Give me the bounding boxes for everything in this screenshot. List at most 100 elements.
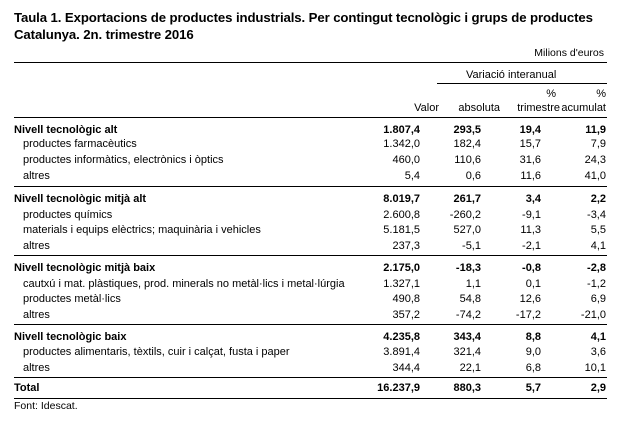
- table-row: productes farmacèutics 1.342,0 182,4 15,…: [14, 138, 607, 151]
- cell-acumulat: -2,8: [587, 262, 606, 274]
- title-line-2: Catalunya. 2n. trimestre 2016: [14, 27, 194, 42]
- group-divider: [14, 186, 607, 187]
- row-label: altres: [23, 362, 50, 374]
- cell-absoluta: 110,6: [454, 154, 481, 166]
- cell-acumulat: 7,9: [590, 138, 606, 150]
- row-label: productes informàtics, electrònics i òpt…: [23, 154, 224, 166]
- header-rule: [14, 117, 607, 118]
- cell-trimestre: 3,4: [525, 193, 541, 205]
- cell-trimestre: 8,8: [525, 331, 541, 343]
- cell-trimestre: -9,1: [522, 209, 541, 221]
- cell-acumulat: 24,3: [584, 154, 606, 166]
- table-row: altres 5,4 0,6 11,6 41,0: [14, 170, 607, 183]
- group-row-mitja-baix: Nivell tecnològic mitjà baix 2.175,0 -18…: [14, 262, 607, 275]
- cell-absoluta: 343,4: [453, 331, 481, 343]
- cell-valor: 344,4: [392, 362, 420, 374]
- row-label: materials i equips elèctrics; maquinària…: [23, 224, 261, 236]
- group-row-alt: Nivell tecnològic alt 1.807,4 293,5 19,4…: [14, 124, 607, 137]
- group-divider: [14, 255, 607, 256]
- cell-acumulat: 5,5: [590, 224, 606, 236]
- header-acumulat: acumulat: [561, 102, 606, 114]
- cell-trimestre: 11,6: [520, 170, 541, 182]
- units-label: Milions d'euros: [534, 47, 604, 59]
- cell-absoluta: -260,2: [449, 209, 481, 221]
- row-label: altres: [23, 309, 50, 321]
- header-absoluta: absoluta: [458, 102, 500, 114]
- group-label: Nivell tecnològic baix: [14, 331, 127, 343]
- cell-valor: 1.342,0: [383, 138, 420, 150]
- cell-absoluta: 880,3: [453, 382, 481, 394]
- table-row: altres 237,3 -5,1 -2,1 4,1: [14, 240, 607, 253]
- cell-acumulat: 41,0: [584, 170, 606, 182]
- cell-absoluta: -74,2: [455, 309, 481, 321]
- table-row: altres 344,4 22,1 6,8 10,1: [14, 362, 607, 375]
- table-row: altres 357,2 -74,2 -17,2 -21,0: [14, 309, 607, 322]
- group-label: Nivell tecnològic mitjà baix: [14, 262, 156, 274]
- cell-absoluta: 527,0: [453, 224, 481, 236]
- cell-absoluta: 261,7: [453, 193, 481, 205]
- row-label: productes metàl·lics: [23, 293, 121, 305]
- total-row: Total 16.237,9 880,3 5,7 2,9: [14, 382, 607, 395]
- cell-trimestre: 5,7: [525, 382, 541, 394]
- row-label: altres: [23, 240, 50, 252]
- header-variation-group: Variació interanual: [466, 69, 557, 81]
- table-row: productes metàl·lics 490,8 54,8 12,6 6,9: [14, 293, 607, 306]
- cell-trimestre: 19,4: [519, 124, 541, 136]
- group-row-mitja-alt: Nivell tecnològic mitjà alt 8.019,7 261,…: [14, 193, 607, 206]
- group-row-baix: Nivell tecnològic baix 4.235,8 343,4 8,8…: [14, 331, 607, 344]
- cell-absoluta: 321,4: [453, 346, 481, 358]
- cell-valor: 490,8: [392, 293, 420, 305]
- cell-acumulat: 2,9: [590, 382, 606, 394]
- cell-acumulat: 10,1: [584, 362, 606, 374]
- cell-trimestre: -17,2: [515, 309, 541, 321]
- cell-valor: 2.600,8: [383, 209, 420, 221]
- cell-acumulat: -1,2: [587, 278, 606, 290]
- cell-valor: 5.181,5: [383, 224, 420, 236]
- table-row: materials i equips elèctrics; maquinària…: [14, 224, 607, 237]
- cell-valor: 8.019,7: [383, 193, 420, 205]
- cell-valor: 5,4: [404, 170, 420, 182]
- cell-absoluta: 54,8: [459, 293, 481, 305]
- row-label: productes químics: [23, 209, 113, 221]
- cell-trimestre: 0,1: [525, 278, 541, 290]
- table-row: productes informàtics, electrònics i òpt…: [14, 154, 607, 167]
- cell-acumulat: 11,9: [585, 124, 606, 136]
- cell-acumulat: 3,6: [590, 346, 606, 358]
- cell-absoluta: -5,1: [462, 240, 481, 252]
- cell-trimestre: 31,6: [519, 154, 541, 166]
- group-divider: [14, 324, 607, 325]
- cell-acumulat: -3,4: [587, 209, 606, 221]
- cell-trimestre: 11,3: [520, 224, 541, 236]
- cell-valor: 460,0: [392, 154, 420, 166]
- cell-acumulat: 6,9: [590, 293, 606, 305]
- cell-trimestre: 6,8: [525, 362, 541, 374]
- cell-absoluta: 182,4: [453, 138, 481, 150]
- cell-trimestre: -0,8: [522, 262, 541, 274]
- cell-valor: 1.807,4: [383, 124, 420, 136]
- cell-valor: 4.235,8: [383, 331, 420, 343]
- cell-absoluta: 1,1: [465, 278, 481, 290]
- cell-valor: 3.891,4: [383, 346, 420, 358]
- cell-trimestre: -2,1: [522, 240, 541, 252]
- header-trimestre: trimestre: [517, 102, 560, 114]
- cell-acumulat: -21,0: [580, 309, 606, 321]
- cell-trimestre: 9,0: [525, 346, 541, 358]
- cell-trimestre: 12,6: [519, 293, 541, 305]
- group-label: Nivell tecnològic alt: [14, 124, 118, 136]
- row-label: cautxú i mat. plàstiques, prod. minerals…: [23, 278, 345, 290]
- cell-acumulat: 4,1: [590, 240, 606, 252]
- cell-acumulat: 4,1: [590, 331, 606, 343]
- table-row: productes alimentaris, tèxtils, cuir i c…: [14, 346, 607, 359]
- cell-absoluta: 0,6: [465, 170, 481, 182]
- header-group-rule: [437, 83, 607, 84]
- cell-valor: 1.327,1: [383, 278, 420, 290]
- header-valor: Valor: [414, 102, 439, 114]
- row-label: productes alimentaris, tèxtils, cuir i c…: [23, 346, 290, 358]
- bottom-rule: [14, 398, 607, 399]
- table-row: cautxú i mat. plàstiques, prod. minerals…: [14, 278, 607, 291]
- header-pct-acumulat: %: [596, 88, 606, 100]
- row-label: productes farmacèutics: [23, 138, 137, 150]
- top-rule: [14, 62, 607, 63]
- cell-acumulat: 2,2: [590, 193, 606, 205]
- group-divider: [14, 377, 607, 378]
